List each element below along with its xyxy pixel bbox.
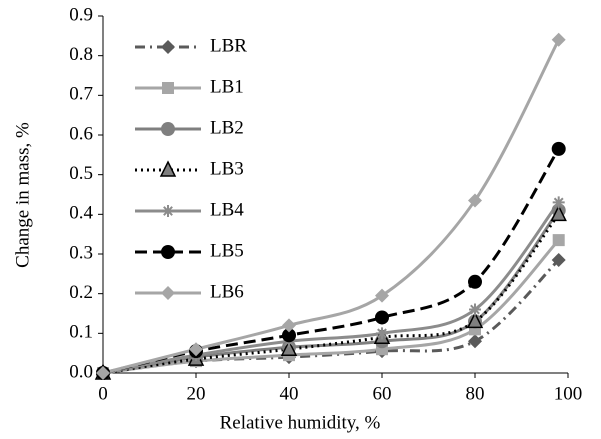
legend-marker: [159, 160, 177, 177]
data-point: [469, 303, 481, 316]
legend-marker: [161, 245, 175, 259]
x-axis-label: Relative humidity, %: [220, 412, 381, 433]
legend-label: LB4: [210, 199, 244, 220]
x-tick-label: 80: [466, 383, 485, 404]
legend-label: LB1: [210, 76, 244, 97]
y-tick-label: 0.2: [69, 282, 93, 303]
data-point: [96, 366, 110, 380]
data-point: [189, 342, 203, 357]
data-point: [468, 274, 482, 289]
y-tick-label: 0.4: [69, 203, 93, 224]
series-line: [102, 239, 560, 375]
data-point: [375, 288, 389, 303]
x-tick-label: 60: [373, 383, 392, 404]
x-tick-label: 40: [280, 383, 299, 404]
x-tick-label: 0: [98, 383, 108, 404]
legend-marker: [162, 82, 174, 94]
y-tick-label: 0.6: [69, 123, 93, 144]
series-line: [102, 201, 560, 375]
data-point: [550, 204, 567, 222]
data-point: [552, 196, 565, 209]
x-tick-label: 100: [554, 383, 583, 404]
y-tick-label: 0.0: [69, 361, 93, 382]
legend-label: LB5: [210, 240, 244, 261]
data-point: [551, 141, 566, 156]
data-point: [551, 32, 566, 47]
y-tick-label: 0.3: [69, 242, 93, 263]
data-point: [280, 339, 298, 356]
legend-label: LBR: [210, 35, 247, 56]
data-point: [466, 311, 484, 329]
data-point: [552, 234, 565, 247]
legend-marker: [162, 205, 174, 217]
legend-label: LB2: [210, 117, 244, 138]
legend-label: LB3: [210, 158, 244, 179]
y-tick-label: 0.7: [69, 84, 93, 105]
data-point: [376, 327, 388, 340]
legend-label: LB6: [210, 281, 244, 302]
data-point: [551, 252, 566, 267]
y-axis-label: Change in mass, %: [12, 122, 33, 268]
data-point: [468, 334, 482, 349]
legend-marker: [161, 122, 175, 136]
legend-marker: [161, 40, 175, 54]
y-tick-label: 0.5: [69, 163, 93, 184]
y-tick-label: 0.8: [69, 44, 93, 65]
y-tick-label: 0.9: [69, 4, 93, 25]
legend-marker: [161, 286, 175, 300]
y-tick-label: 0.1: [69, 322, 93, 343]
data-point: [375, 310, 389, 325]
x-tick-label: 20: [187, 383, 206, 404]
data-point: [468, 193, 482, 208]
data-point: [282, 318, 296, 333]
data-point: [282, 328, 296, 343]
